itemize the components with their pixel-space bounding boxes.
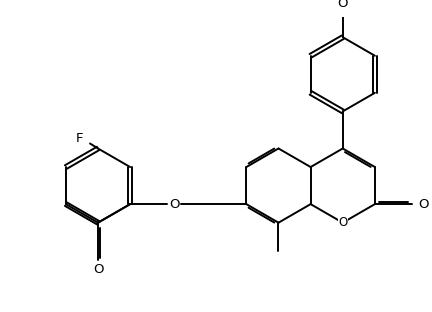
Text: F: F (76, 132, 84, 145)
Text: O: O (169, 197, 180, 211)
Text: O: O (338, 216, 347, 229)
Text: O: O (337, 0, 348, 10)
Text: O: O (419, 197, 429, 211)
Text: O: O (93, 263, 103, 276)
